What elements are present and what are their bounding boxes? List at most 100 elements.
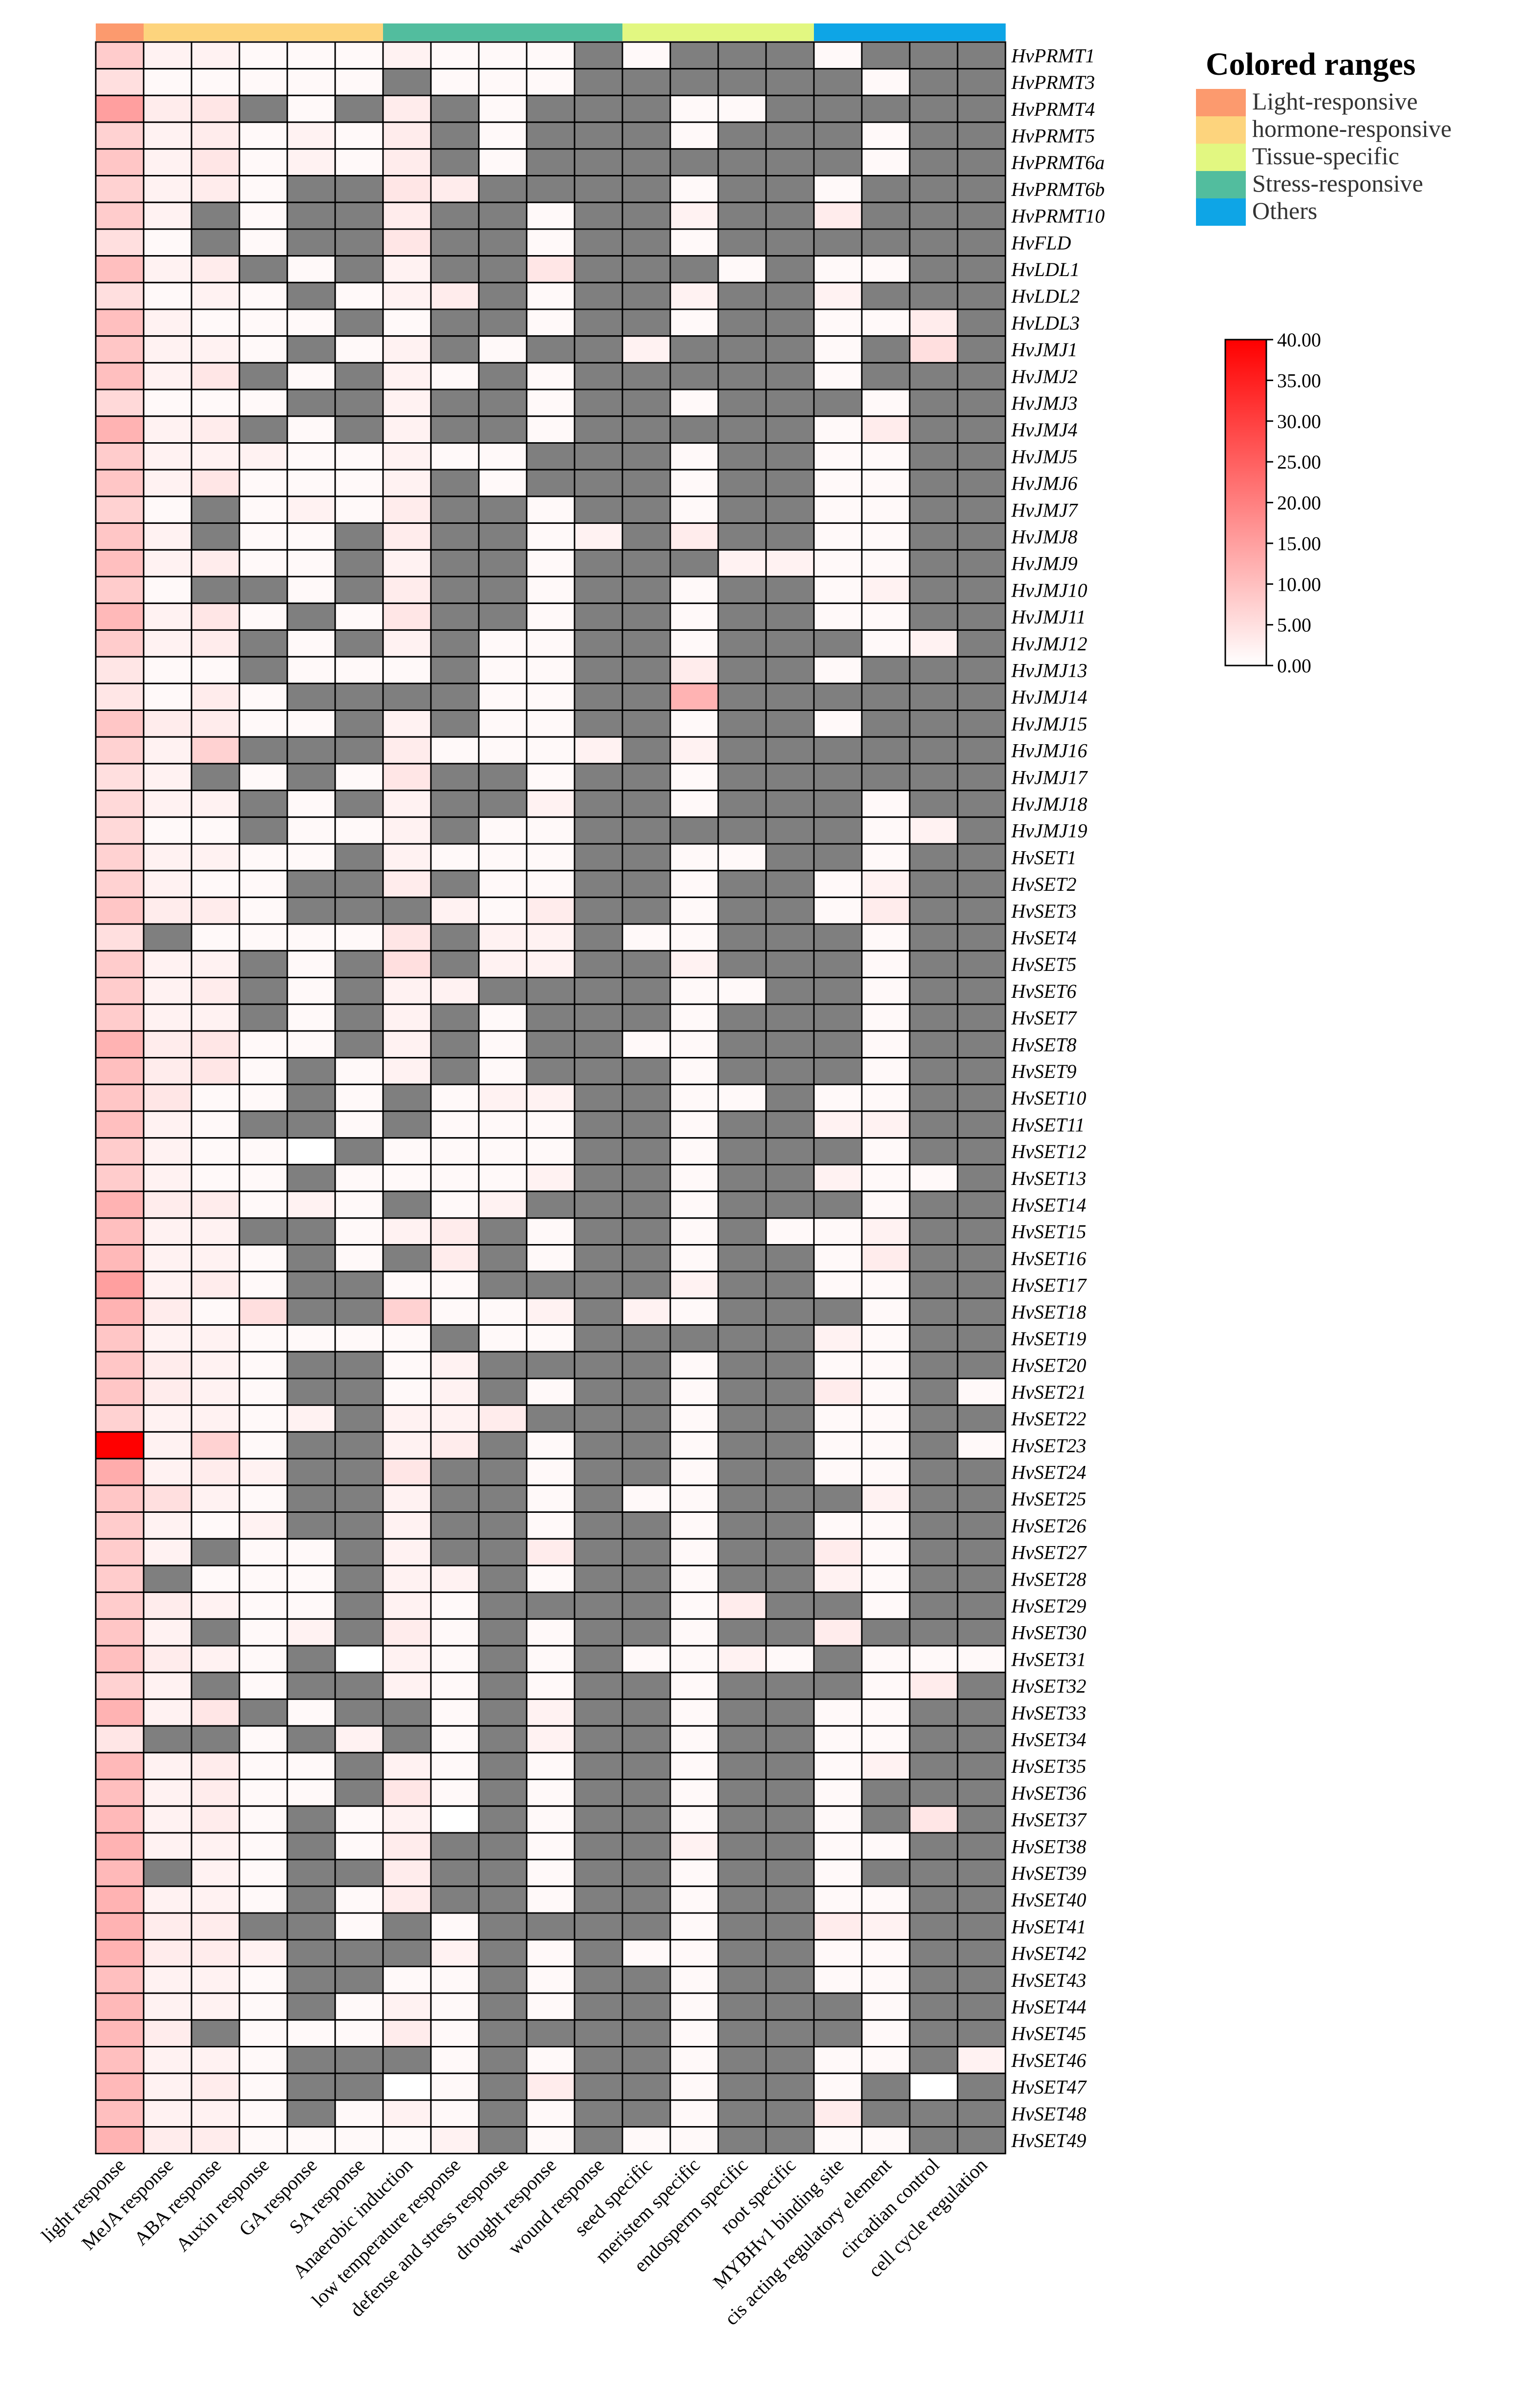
heatmap-cell: [574, 1110, 623, 1139]
heatmap-cell: [861, 1351, 911, 1379]
heatmap-cell: [861, 255, 911, 283]
heatmap-cell: [669, 683, 719, 711]
heatmap-cell: [669, 1672, 719, 1700]
heatmap-cell: [382, 1885, 432, 1914]
heatmap-cell: [238, 1083, 288, 1112]
heatmap-cell: [191, 790, 240, 818]
heatmap-cell: [286, 1377, 336, 1406]
heatmap-cell: [95, 1458, 145, 1486]
heatmap-cell: [957, 442, 1006, 471]
heatmap-cell: [861, 576, 911, 604]
heatmap-cell: [478, 1030, 528, 1059]
row-label: HvSET41: [1011, 1915, 1086, 1937]
heatmap-cell: [238, 1163, 288, 1192]
heatmap-cell: [478, 469, 528, 497]
heatmap-cell: [526, 362, 576, 390]
heatmap-cell: [95, 469, 145, 497]
row-label: HvSET3: [1011, 900, 1076, 922]
heatmap-cell: [621, 1057, 671, 1085]
heatmap-cell: [334, 1645, 384, 1674]
heatmap-cell: [334, 736, 384, 765]
row-label: HvSET43: [1011, 1969, 1086, 1991]
row-label: HvSET23: [1011, 1435, 1086, 1457]
heatmap-cell: [909, 2072, 959, 2101]
heatmap-cell: [286, 1859, 336, 1887]
heatmap-cell: [717, 281, 767, 310]
heatmap-cell: [765, 1030, 815, 1059]
heatmap-cell: [957, 950, 1006, 979]
heatmap-cell: [861, 495, 911, 524]
heatmap-cell: [334, 1965, 384, 1994]
heatmap-cell: [286, 228, 336, 257]
heatmap-cell: [95, 1057, 145, 1085]
heatmap-cell: [382, 763, 432, 792]
heatmap-cell: [143, 1618, 192, 1647]
heatmap-cell: [382, 388, 432, 417]
heatmap-cell: [669, 923, 719, 952]
heatmap-cell: [861, 870, 911, 898]
heatmap-cell: [813, 1672, 863, 1700]
heatmap-cell: [717, 1939, 767, 1967]
heatmap-cell: [143, 1698, 192, 1727]
heatmap-cell: [861, 335, 911, 364]
heatmap-cell: [861, 1404, 911, 1433]
heatmap-cell: [286, 1190, 336, 1219]
heatmap-cell: [574, 2126, 623, 2154]
heatmap-cell: [957, 228, 1006, 257]
heatmap-cell: [382, 1190, 432, 1219]
heatmap-cell: [765, 308, 815, 337]
heatmap-cell: [238, 1458, 288, 1486]
heatmap-cell: [669, 175, 719, 203]
heatmap-cell: [669, 1351, 719, 1379]
heatmap-cell: [526, 1297, 576, 1326]
heatmap-cell: [861, 683, 911, 711]
heatmap-cell: [95, 1217, 145, 1246]
heatmap-cell: [813, 1511, 863, 1540]
heatmap-cell: [95, 1431, 145, 1460]
heatmap-cell: [286, 1698, 336, 1727]
heatmap-cell: [526, 736, 576, 765]
heatmap-cell: [334, 1779, 384, 1807]
heatmap-cell: [669, 1859, 719, 1887]
heatmap-cell: [191, 94, 240, 123]
heatmap-cell: [861, 923, 911, 952]
heatmap-cell: [813, 415, 863, 444]
heatmap-cell: [430, 1992, 480, 2021]
heatmap-cell: [813, 469, 863, 497]
color-scale-tick-label: 20.00: [1277, 492, 1321, 514]
heatmap-cell: [191, 576, 240, 604]
heatmap-cell: [382, 629, 432, 658]
heatmap-cell: [191, 629, 240, 658]
group-bar-segment: [670, 23, 719, 41]
heatmap-cell: [334, 2046, 384, 2074]
heatmap-cell: [430, 870, 480, 898]
group-bar-segment: [335, 23, 384, 41]
heatmap-cell: [717, 1538, 767, 1567]
heatmap-cell: [909, 2126, 959, 2154]
row-label: HvSET28: [1011, 1568, 1086, 1590]
heatmap-cell: [957, 790, 1006, 818]
group-bar-segment: [144, 23, 192, 41]
heatmap-cell: [621, 1752, 671, 1781]
heatmap-cell: [286, 495, 336, 524]
heatmap-cell: [574, 1217, 623, 1246]
heatmap-cell: [478, 1672, 528, 1700]
heatmap-cell: [957, 522, 1006, 551]
color-scale-gradient: [1224, 339, 1267, 666]
heatmap-cell: [957, 1377, 1006, 1406]
heatmap-cell: [861, 2099, 911, 2128]
heatmap-cell: [526, 2072, 576, 2101]
heatmap-cell: [430, 1404, 480, 1433]
heatmap-cell: [909, 1163, 959, 1192]
heatmap-cell: [143, 469, 192, 497]
legend-item-label: Light-responsive: [1252, 87, 1418, 115]
heatmap-cell: [813, 896, 863, 925]
heatmap-cell: [238, 816, 288, 845]
heatmap-cell: [909, 1779, 959, 1807]
heatmap-cell: [430, 2072, 480, 2101]
heatmap-cell: [909, 1965, 959, 1994]
heatmap-cell: [286, 1885, 336, 1914]
heatmap-cell: [238, 923, 288, 952]
heatmap-cell: [717, 2126, 767, 2154]
heatmap-cell: [621, 683, 671, 711]
